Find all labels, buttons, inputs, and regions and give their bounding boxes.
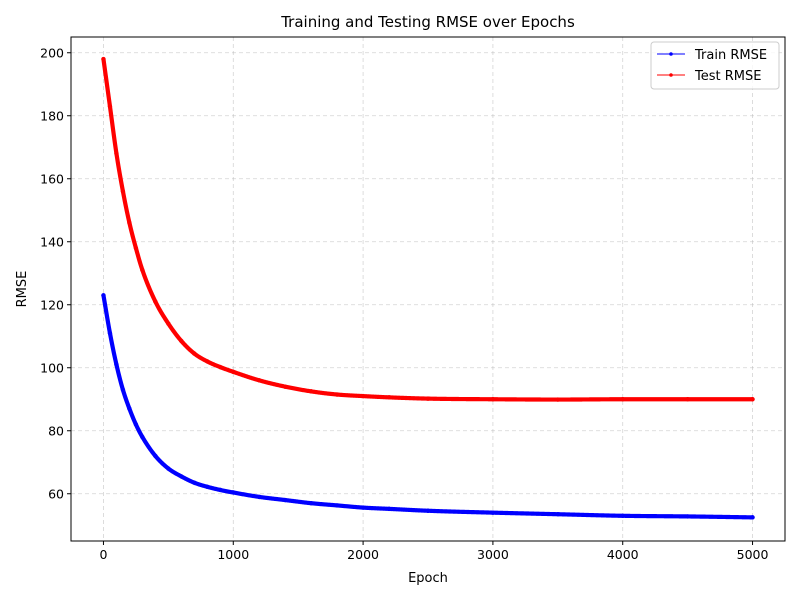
data-point xyxy=(360,393,366,399)
data-point xyxy=(386,395,392,400)
data-point xyxy=(140,434,145,440)
legend-test-marker xyxy=(669,73,673,77)
data-point xyxy=(218,487,223,493)
data-point xyxy=(620,397,625,402)
y-tick-label: 200 xyxy=(40,45,64,60)
data-point xyxy=(490,397,496,402)
data-point xyxy=(620,513,625,518)
data-point xyxy=(166,466,171,471)
data-point xyxy=(192,480,197,485)
data-point xyxy=(114,151,119,156)
data-point xyxy=(360,505,366,510)
y-axis-label: RMSE xyxy=(15,271,30,308)
data-point xyxy=(218,364,223,370)
data-point xyxy=(685,514,690,519)
data-point xyxy=(114,362,119,367)
legend-train-label: Train RMSE xyxy=(694,48,767,63)
data-point xyxy=(283,497,288,503)
x-tick-label: 2000 xyxy=(347,547,379,562)
data-point xyxy=(231,369,236,375)
data-point xyxy=(192,351,197,356)
series-layer xyxy=(101,56,755,520)
data-point xyxy=(257,378,262,383)
data-point xyxy=(283,384,288,389)
data-point xyxy=(179,338,184,344)
data-point xyxy=(257,494,262,500)
legend-test-label: Test RMSE xyxy=(694,69,761,84)
data-point xyxy=(386,506,392,512)
y-tick-label: 120 xyxy=(40,297,64,312)
data-point xyxy=(101,56,106,62)
data-point xyxy=(107,330,113,336)
data-point xyxy=(308,501,314,506)
chart-title: Training and Testing RMSE over Epochs xyxy=(280,13,575,31)
series-train-rmse xyxy=(101,293,755,520)
data-point xyxy=(231,490,236,495)
data-point xyxy=(179,474,184,479)
data-point xyxy=(127,220,132,226)
data-point xyxy=(334,503,340,508)
data-point xyxy=(107,104,113,109)
data-point xyxy=(133,422,139,427)
data-point xyxy=(127,406,132,411)
y-tick-label: 80 xyxy=(48,423,64,438)
legend: Train RMSE Test RMSE xyxy=(650,41,780,90)
data-point xyxy=(308,389,314,394)
x-tick-label: 1000 xyxy=(217,547,249,562)
data-point xyxy=(166,321,171,326)
x-tick-label: 4000 xyxy=(607,547,639,562)
data-point xyxy=(101,293,106,298)
x-tick-label: 0 xyxy=(99,547,107,562)
y-tick-label: 100 xyxy=(40,360,64,375)
x-axis-label: Epoch xyxy=(408,571,448,586)
data-point xyxy=(205,484,210,490)
data-point xyxy=(334,392,340,397)
data-point xyxy=(425,508,431,513)
y-tick-label: 160 xyxy=(40,171,64,186)
data-point xyxy=(555,397,561,402)
data-point xyxy=(153,453,158,459)
series-test-rmse xyxy=(101,56,755,402)
data-point xyxy=(490,510,496,515)
data-point xyxy=(120,189,126,194)
x-tick-label: 5000 xyxy=(737,547,769,562)
plot-background xyxy=(71,37,785,541)
x-axis-ticks: 0 1000 2000 3000 4000 5000 xyxy=(99,541,768,562)
y-tick-label: 60 xyxy=(48,486,64,501)
data-point xyxy=(153,299,158,304)
y-tick-label: 180 xyxy=(40,108,64,123)
y-axis-ticks: 60 80 100 120 140 160 180 200 xyxy=(40,45,71,501)
data-point xyxy=(750,515,755,520)
plot-frame xyxy=(70,36,786,542)
legend-train-marker xyxy=(669,52,673,56)
data-point xyxy=(140,267,145,273)
x-tick-label: 3000 xyxy=(477,547,509,562)
data-point xyxy=(120,387,126,392)
data-point xyxy=(205,359,210,364)
data-point xyxy=(750,397,755,402)
data-point xyxy=(555,512,561,517)
y-tick-label: 140 xyxy=(40,234,64,249)
data-point xyxy=(133,245,139,251)
data-point xyxy=(685,397,690,402)
data-point xyxy=(425,396,431,401)
